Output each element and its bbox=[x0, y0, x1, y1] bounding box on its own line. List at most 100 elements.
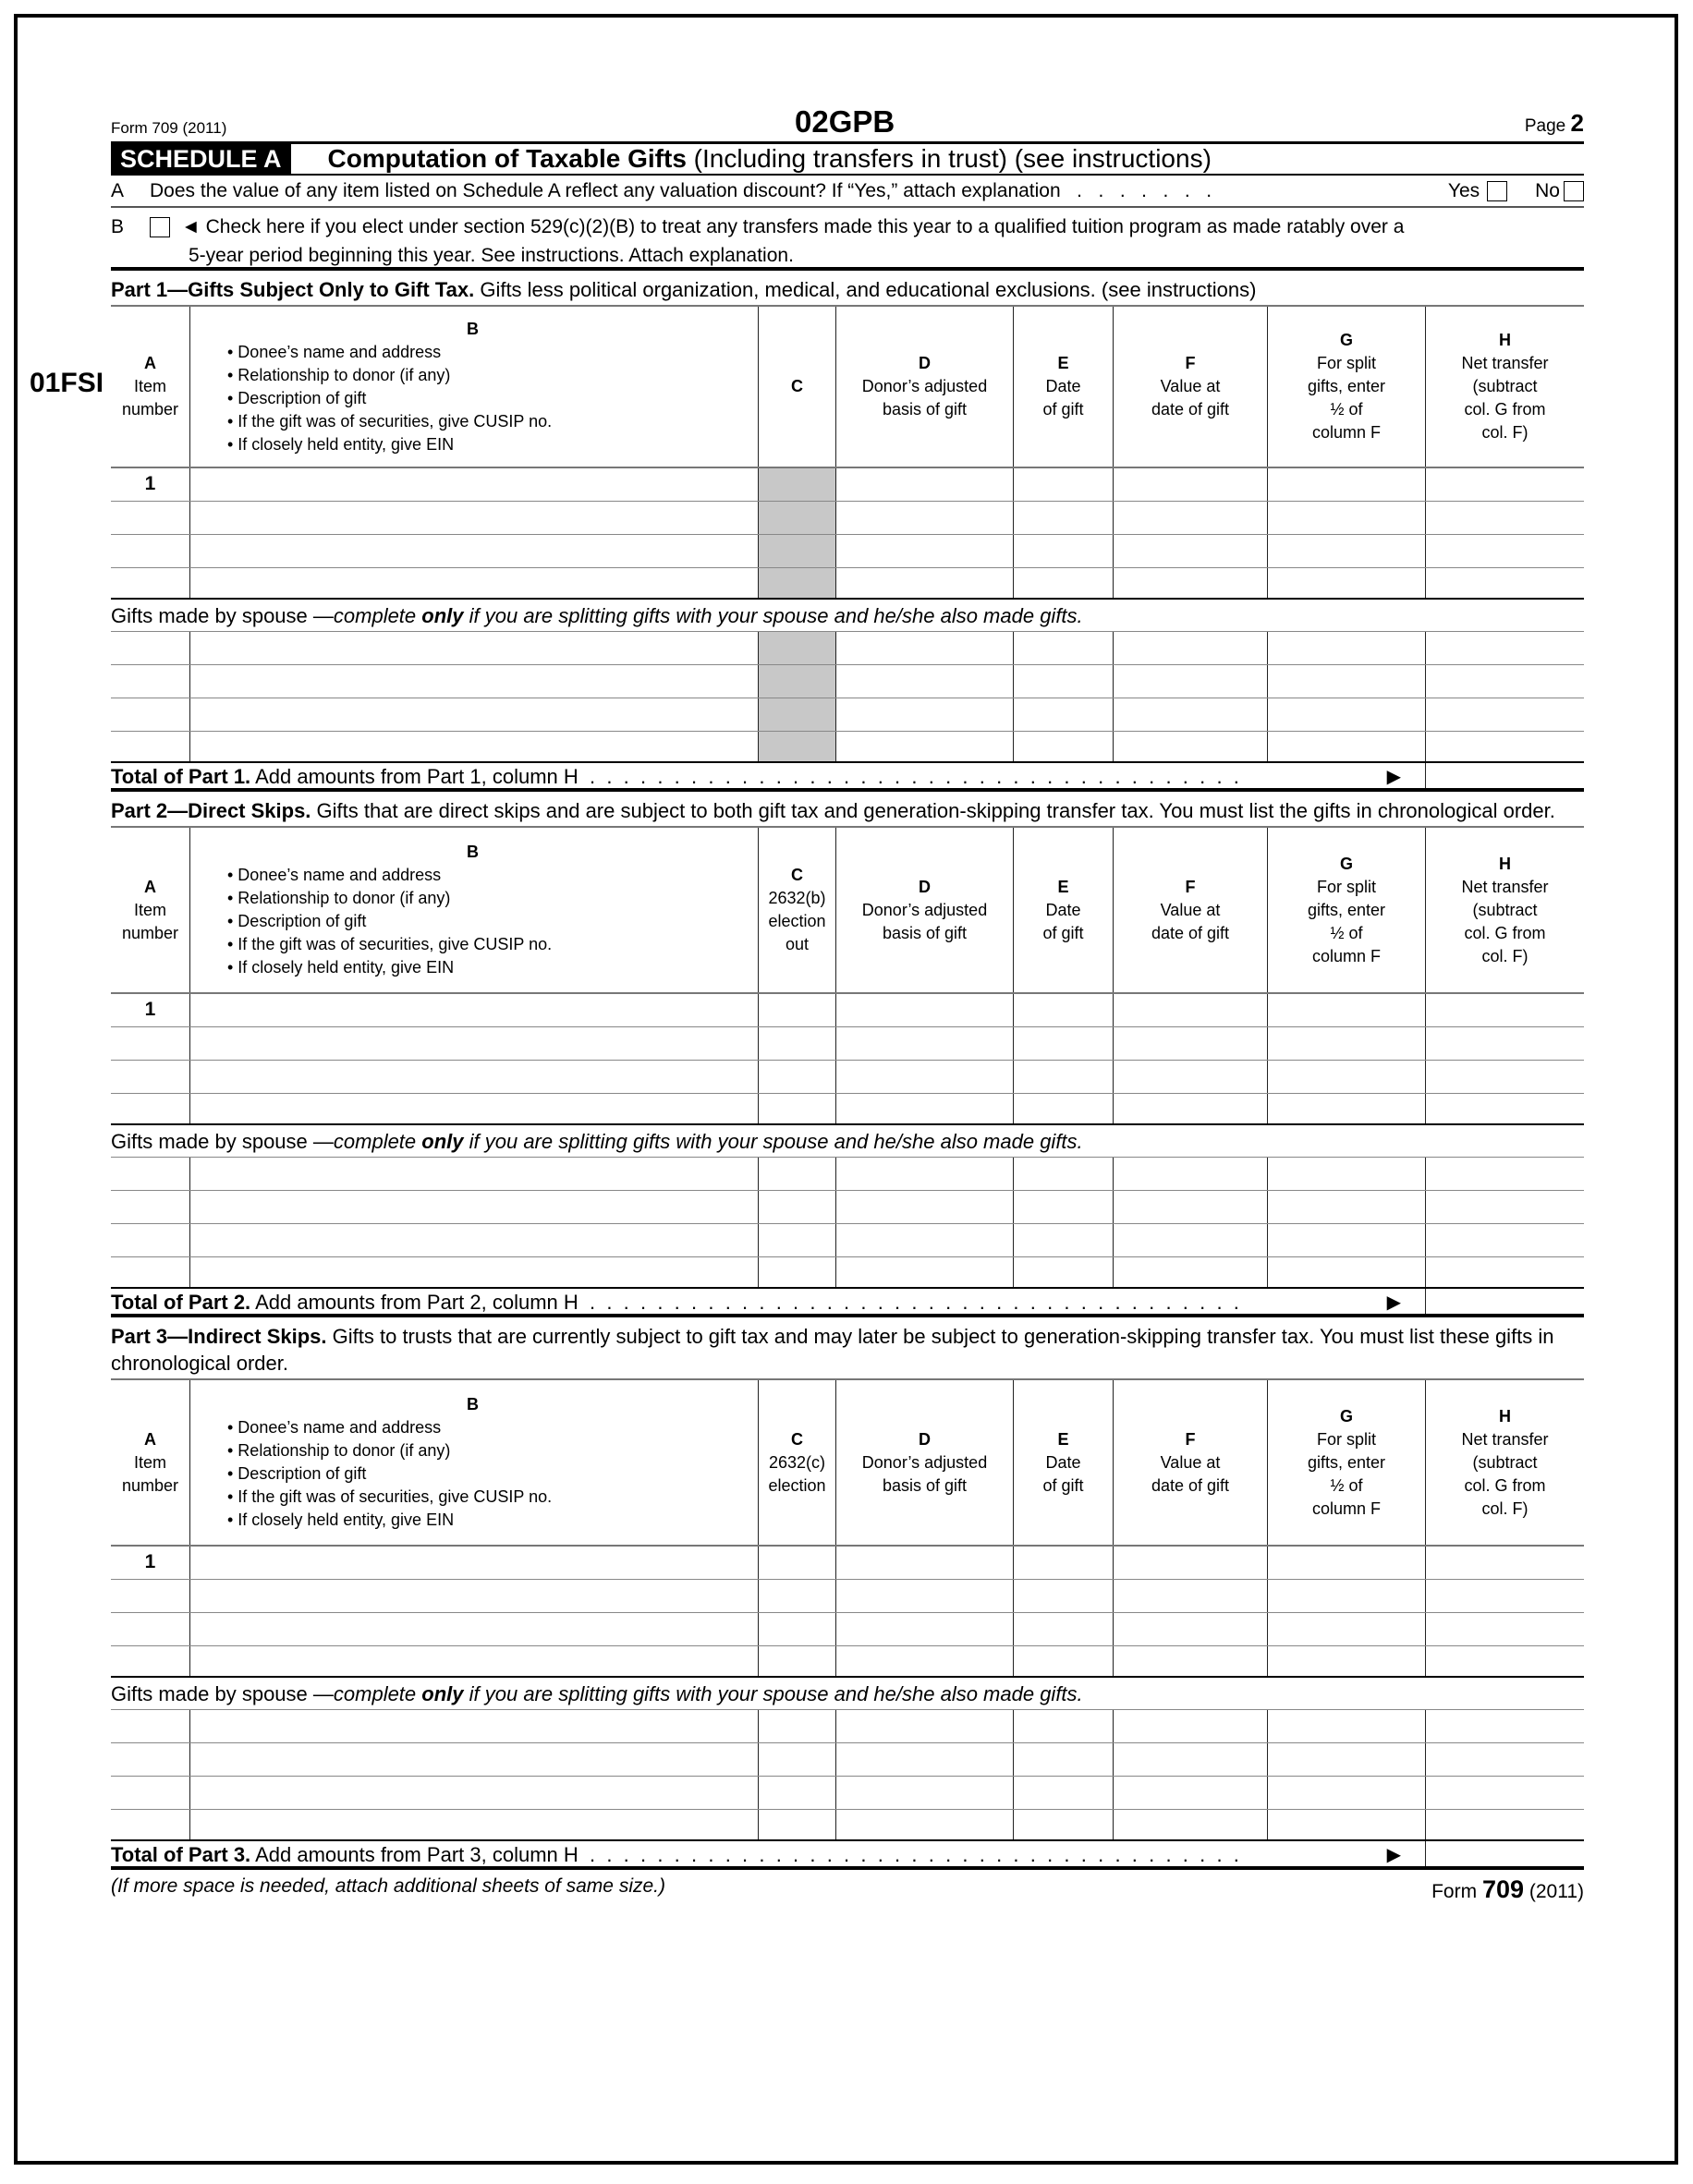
cell-b[interactable] bbox=[189, 568, 758, 598]
cell-e[interactable] bbox=[1013, 1580, 1113, 1612]
cell-b[interactable] bbox=[189, 698, 758, 731]
cell-e[interactable] bbox=[1013, 1158, 1113, 1190]
cell-d[interactable] bbox=[835, 698, 1013, 731]
cell-b[interactable] bbox=[189, 994, 758, 1026]
cell-c[interactable] bbox=[758, 1257, 835, 1287]
cell-g[interactable] bbox=[1267, 1810, 1425, 1839]
cell-e[interactable] bbox=[1013, 732, 1113, 761]
cell-h[interactable] bbox=[1425, 1094, 1584, 1123]
cell-f[interactable] bbox=[1113, 1646, 1267, 1676]
cell-c[interactable] bbox=[758, 1710, 835, 1742]
cell-b[interactable] bbox=[189, 1094, 758, 1123]
no-checkbox[interactable] bbox=[1564, 180, 1584, 201]
cell-h[interactable] bbox=[1425, 732, 1584, 761]
cell-a[interactable] bbox=[111, 1646, 189, 1676]
cell-g[interactable] bbox=[1267, 535, 1425, 567]
election-529-checkbox[interactable] bbox=[150, 216, 170, 237]
cell-h[interactable] bbox=[1425, 1224, 1584, 1256]
cell-g[interactable] bbox=[1267, 1646, 1425, 1676]
cell-b[interactable] bbox=[189, 1777, 758, 1809]
cell-a[interactable] bbox=[111, 1613, 189, 1645]
cell-g[interactable] bbox=[1267, 1547, 1425, 1579]
cell-c[interactable] bbox=[758, 1580, 835, 1612]
item-number[interactable]: 1 bbox=[144, 1551, 156, 1572]
cell-g[interactable] bbox=[1267, 1191, 1425, 1223]
cell-f[interactable] bbox=[1113, 632, 1267, 664]
cell-a[interactable] bbox=[111, 568, 189, 598]
cell-c[interactable] bbox=[758, 1743, 835, 1776]
cell-a[interactable] bbox=[111, 1710, 189, 1742]
cell-d[interactable] bbox=[835, 994, 1013, 1026]
cell-b[interactable] bbox=[189, 1257, 758, 1287]
cell-g[interactable] bbox=[1267, 568, 1425, 598]
cell-c[interactable] bbox=[758, 1027, 835, 1060]
cell-d[interactable] bbox=[835, 1777, 1013, 1809]
cell-g[interactable] bbox=[1267, 632, 1425, 664]
cell-b[interactable] bbox=[189, 665, 758, 698]
cell-e[interactable] bbox=[1013, 1710, 1113, 1742]
cell-d[interactable] bbox=[835, 1027, 1013, 1060]
cell-e[interactable] bbox=[1013, 468, 1113, 501]
cell-g[interactable] bbox=[1267, 1061, 1425, 1093]
cell-a[interactable] bbox=[111, 1224, 189, 1256]
cell-h[interactable] bbox=[1425, 568, 1584, 598]
cell-b[interactable] bbox=[189, 732, 758, 761]
cell-f[interactable] bbox=[1113, 1094, 1267, 1123]
cell-e[interactable] bbox=[1013, 632, 1113, 664]
cell-e[interactable] bbox=[1013, 1743, 1113, 1776]
cell-e[interactable] bbox=[1013, 1027, 1113, 1060]
cell-a[interactable] bbox=[111, 665, 189, 698]
cell-g[interactable] bbox=[1267, 994, 1425, 1026]
cell-d[interactable] bbox=[835, 568, 1013, 598]
cell-a[interactable] bbox=[111, 502, 189, 534]
cell-b[interactable] bbox=[189, 1191, 758, 1223]
cell-d[interactable] bbox=[835, 1646, 1013, 1676]
cell-d[interactable] bbox=[835, 1743, 1013, 1776]
cell-e[interactable] bbox=[1013, 698, 1113, 731]
cell-c[interactable] bbox=[758, 1061, 835, 1093]
cell-d[interactable] bbox=[835, 1613, 1013, 1645]
cell-h[interactable] bbox=[1425, 1810, 1584, 1839]
cell-f[interactable] bbox=[1113, 502, 1267, 534]
cell-a[interactable] bbox=[111, 1777, 189, 1809]
cell-b[interactable] bbox=[189, 1646, 758, 1676]
item-number[interactable]: 1 bbox=[144, 999, 156, 1020]
cell-f[interactable] bbox=[1113, 1777, 1267, 1809]
cell-e[interactable] bbox=[1013, 1547, 1113, 1579]
cell-h[interactable] bbox=[1425, 1777, 1584, 1809]
cell-a[interactable] bbox=[111, 1257, 189, 1287]
cell-h[interactable] bbox=[1425, 1646, 1584, 1676]
cell-b[interactable] bbox=[189, 1580, 758, 1612]
cell-f[interactable] bbox=[1113, 1810, 1267, 1839]
cell-d[interactable] bbox=[835, 1158, 1013, 1190]
cell-b[interactable] bbox=[189, 535, 758, 567]
cell-d[interactable] bbox=[835, 468, 1013, 501]
cell-d[interactable] bbox=[835, 1710, 1013, 1742]
cell-b[interactable] bbox=[189, 1743, 758, 1776]
cell-h[interactable] bbox=[1425, 665, 1584, 698]
cell-d[interactable] bbox=[835, 1547, 1013, 1579]
cell-g[interactable] bbox=[1267, 1257, 1425, 1287]
cell-h[interactable] bbox=[1425, 1613, 1584, 1645]
cell-b[interactable] bbox=[189, 1547, 758, 1579]
cell-h[interactable] bbox=[1425, 994, 1584, 1026]
cell-b[interactable] bbox=[189, 632, 758, 664]
cell-f[interactable] bbox=[1113, 1613, 1267, 1645]
cell-g[interactable] bbox=[1267, 468, 1425, 501]
cell-h[interactable] bbox=[1425, 1027, 1584, 1060]
cell-g[interactable] bbox=[1267, 1094, 1425, 1123]
cell-d[interactable] bbox=[835, 665, 1013, 698]
cell-g[interactable] bbox=[1267, 1743, 1425, 1776]
cell-g[interactable] bbox=[1267, 1224, 1425, 1256]
cell-h[interactable] bbox=[1425, 1158, 1584, 1190]
cell-f[interactable] bbox=[1113, 568, 1267, 598]
cell-b[interactable] bbox=[189, 1224, 758, 1256]
cell-f[interactable] bbox=[1113, 698, 1267, 731]
cell-c[interactable] bbox=[758, 1777, 835, 1809]
cell-d[interactable] bbox=[835, 535, 1013, 567]
cell-a[interactable] bbox=[111, 1191, 189, 1223]
cell-g[interactable] bbox=[1267, 1158, 1425, 1190]
cell-c[interactable] bbox=[758, 1613, 835, 1645]
cell-e[interactable] bbox=[1013, 502, 1113, 534]
cell-f[interactable] bbox=[1113, 1580, 1267, 1612]
